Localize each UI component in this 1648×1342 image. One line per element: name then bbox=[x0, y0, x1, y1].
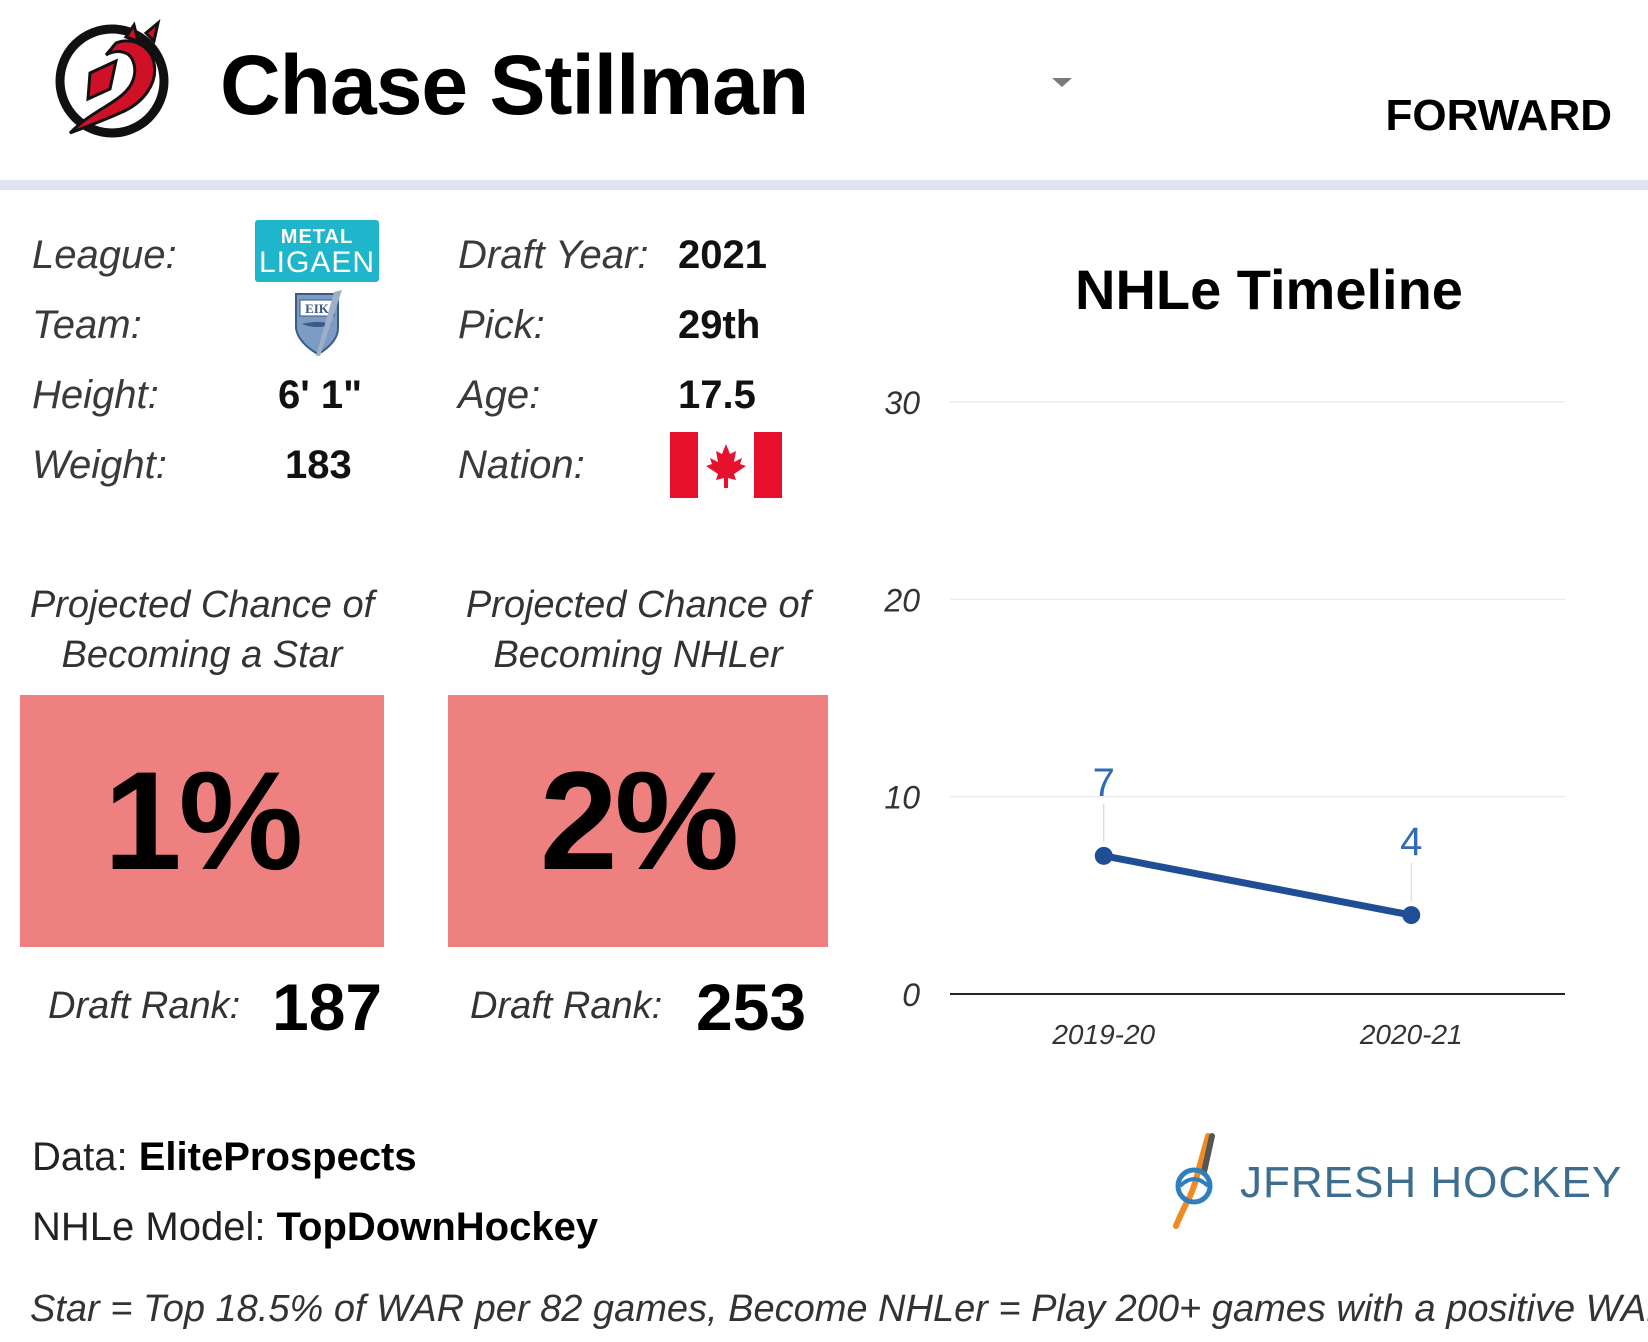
player-select-dropdown-icon[interactable] bbox=[1052, 78, 1072, 87]
pick-value: 29th bbox=[678, 303, 761, 347]
age-value: 17.5 bbox=[678, 373, 756, 417]
y-tick-label: 20 bbox=[883, 582, 920, 618]
nation-label: Nation: bbox=[458, 443, 585, 487]
brand-name: JFRESH HOCKEY bbox=[1240, 1158, 1623, 1207]
x-tick-label: 2020-21 bbox=[1359, 1019, 1463, 1050]
data-point bbox=[1402, 906, 1421, 925]
model-source-label: NHLe Model: bbox=[32, 1205, 266, 1249]
league-logo: METAL LIGAEN bbox=[255, 220, 379, 282]
nhle-timeline-chart: 0 10 20 30 2019-20 2020-21 7 4 bbox=[880, 370, 1580, 1050]
star-projection-title: Projected Chance of Becoming a Star bbox=[20, 580, 384, 680]
y-tick-label: 10 bbox=[884, 780, 920, 816]
star-probability-value: 1% bbox=[103, 742, 303, 899]
league-label: League: bbox=[32, 233, 177, 277]
model-source-value: TopDownHockey bbox=[276, 1205, 599, 1249]
player-name: Chase Stillman bbox=[220, 38, 809, 132]
draft-year-label: Draft Year: bbox=[458, 233, 649, 277]
star-projection-title-line2: Becoming a Star bbox=[61, 634, 343, 676]
league-logo-line1: METAL bbox=[280, 226, 354, 248]
height-label: Height: bbox=[32, 373, 159, 417]
data-source-label: Data: bbox=[32, 1135, 128, 1179]
weight-value: 183 bbox=[285, 443, 352, 487]
data-source-line: Data: EliteProspects bbox=[32, 1132, 417, 1182]
star-probability-box: 1% bbox=[20, 695, 384, 947]
nhler-projection-title-line2: Becoming NHLer bbox=[493, 634, 783, 676]
team-logo: EIK bbox=[290, 290, 346, 358]
draft-year-value: 2021 bbox=[678, 233, 767, 277]
nhler-projection-title-line1: Projected Chance of bbox=[465, 584, 811, 626]
chart-title: NHLe Timeline bbox=[1075, 258, 1463, 321]
nhler-probability-box: 2% bbox=[448, 695, 828, 947]
star-draft-rank-label: Draft Rank: bbox=[48, 985, 241, 1027]
nhler-draft-rank-value: 253 bbox=[696, 970, 807, 1044]
team-label: Team: bbox=[32, 303, 142, 347]
pick-label: Pick: bbox=[458, 303, 545, 347]
weight-label: Weight: bbox=[32, 443, 167, 487]
height-value: 6' 1" bbox=[278, 373, 363, 417]
nhler-projection-title: Projected Chance of Becoming NHLer bbox=[448, 580, 828, 680]
nhle-timeline-svg: 0 10 20 30 2019-20 2020-21 7 4 bbox=[883, 385, 1565, 1050]
series-line-0 bbox=[1100, 852, 1415, 919]
player-position: FORWARD bbox=[1385, 91, 1612, 140]
y-tick-label: 0 bbox=[902, 977, 920, 1013]
nhler-probability-value: 2% bbox=[539, 742, 739, 899]
header-divider bbox=[0, 180, 1648, 190]
jfresh-logo-icon bbox=[1168, 1132, 1228, 1232]
canada-flag-icon bbox=[670, 432, 782, 498]
y-tick-label: 30 bbox=[884, 385, 920, 421]
age-label: Age: bbox=[458, 373, 541, 417]
data-label: 4 bbox=[1400, 820, 1422, 864]
data-source-value: EliteProspects bbox=[138, 1135, 417, 1179]
x-tick-label: 2019-20 bbox=[1051, 1019, 1155, 1050]
data-label: 7 bbox=[1093, 761, 1115, 805]
nhler-draft-rank-label: Draft Rank: bbox=[470, 985, 663, 1027]
star-projection-title-line1: Projected Chance of bbox=[29, 584, 375, 626]
definition-note: Star = Top 18.5% of WAR per 82 games, Be… bbox=[30, 1288, 1648, 1330]
devils-logo-icon bbox=[50, 15, 180, 145]
star-draft-rank-value: 187 bbox=[272, 970, 383, 1044]
league-logo-line2: LIGAEN bbox=[258, 246, 376, 279]
model-source-line: NHLe Model: TopDownHockey bbox=[32, 1202, 598, 1252]
team-logo-text: EIK bbox=[305, 301, 330, 316]
data-point bbox=[1094, 846, 1113, 865]
